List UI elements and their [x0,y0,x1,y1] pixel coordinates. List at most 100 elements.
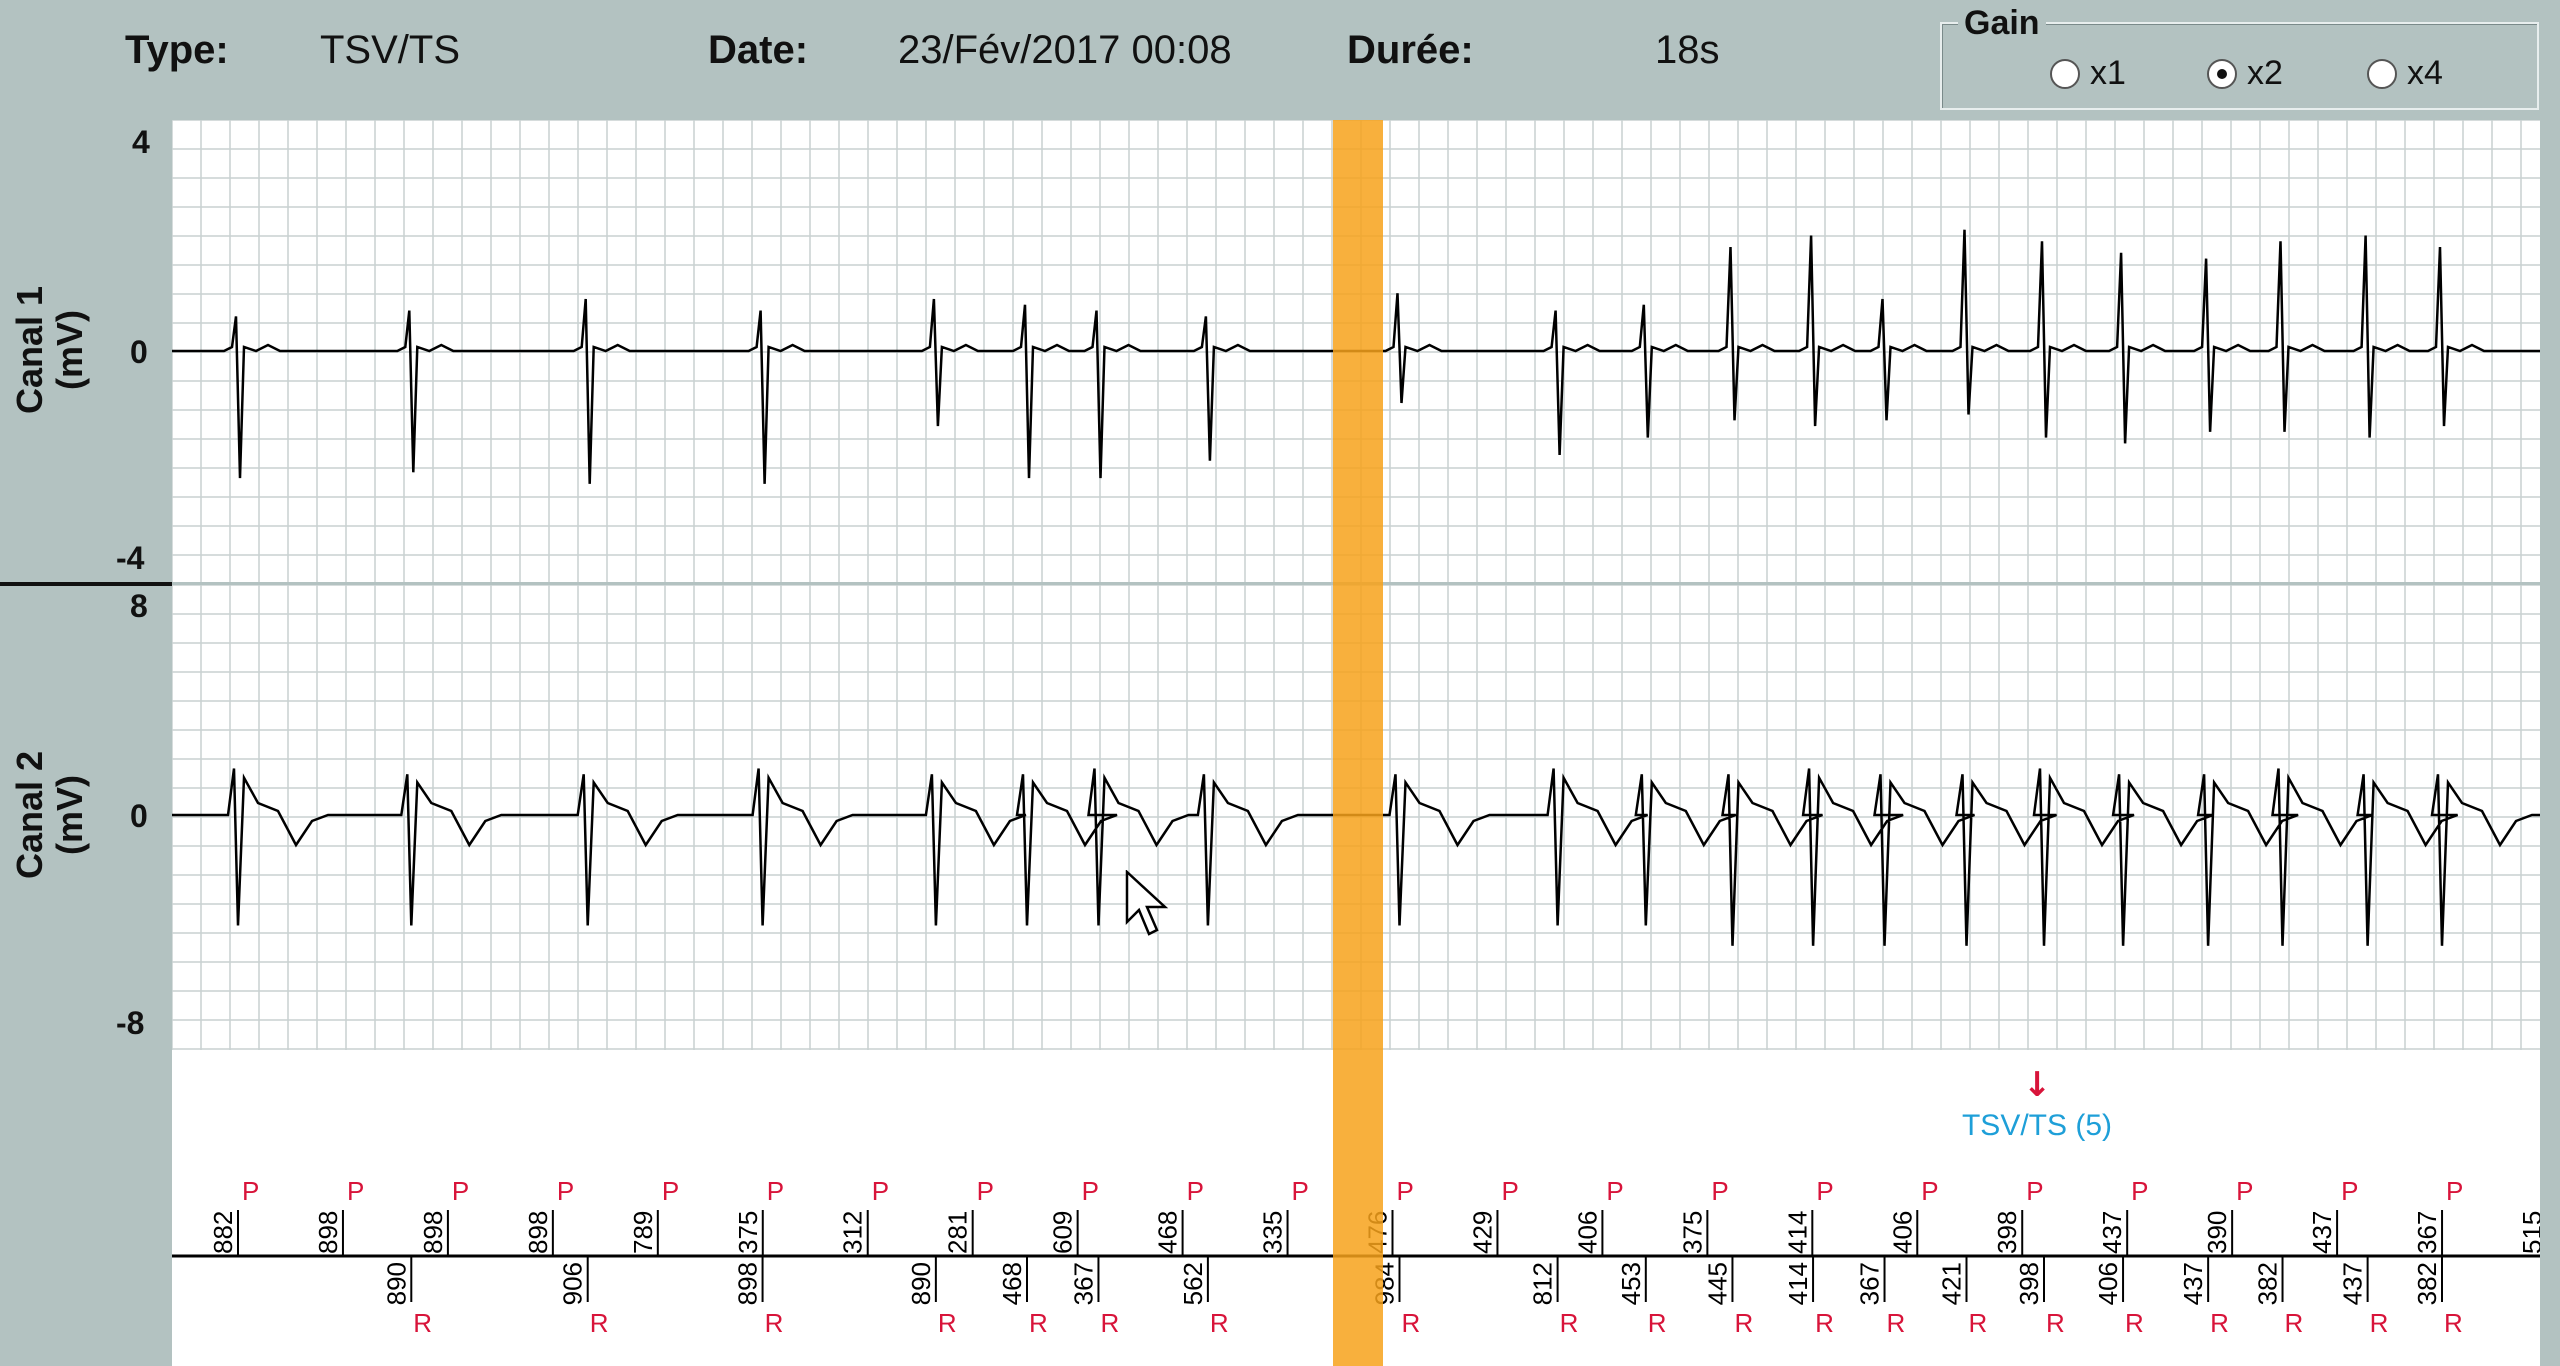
r-wave-label: R [1815,1308,1834,1338]
type-label: Type: [125,28,229,72]
r-wave-label: R [1969,1308,1988,1338]
radio-x1-circle[interactable] [2050,58,2080,89]
r-wave-label: R [1210,1308,1229,1338]
rr-interval-label: 367 [1068,1262,1098,1305]
canal1-name: Canal 1 [9,285,50,415]
duration-value: 18s [1655,28,1720,72]
pp-interval-label: 406 [1887,1211,1917,1254]
gain-title: Gain [1958,4,2046,43]
p-wave-label: P [1397,1176,1414,1206]
rr-interval-label: 445 [1702,1262,1732,1305]
pp-interval-label: 281 [943,1211,973,1254]
pp-interval-label: 468 [1153,1211,1183,1254]
canal2-name: Canal 2 [9,750,50,880]
radio-x2-circle[interactable] [2207,58,2237,89]
p-wave-label: P [662,1176,679,1206]
radio-x4-circle[interactable] [2367,58,2397,89]
r-wave-label: R [1029,1308,1048,1338]
p-wave-label: P [242,1176,259,1206]
r-wave-label: R [2210,1308,2229,1338]
r-wave-label: R [765,1308,784,1338]
selection-highlight[interactable] [1333,120,1383,1366]
pp-interval-label: 898 [313,1211,343,1254]
rr-interval-label: 437 [2338,1262,2368,1305]
gain-groupbox: Gain x1 x2 x4 [1940,4,2539,110]
event-label[interactable]: TSV/TS (5) [1962,1109,2112,1142]
pp-interval-label: 515 [2517,1211,2540,1254]
r-wave-label: R [590,1308,609,1338]
canal1-ytick-bottom: -4 [116,540,145,576]
p-wave-label: P [2341,1176,2358,1206]
gain-radio-x1[interactable]: x1 [2050,54,2126,93]
canal1-ytick-zero: 0 [130,334,148,370]
p-wave-label: P [1082,1176,1099,1206]
pp-interval-label: 882 [208,1211,238,1254]
p-wave-label: P [1606,1176,1623,1206]
p-wave-label: P [1711,1176,1728,1206]
rr-interval-label: 367 [1855,1262,1885,1305]
rr-interval-label: 406 [2093,1262,2123,1305]
rr-interval-label: 890 [381,1262,411,1305]
rr-interval-label: 453 [1616,1262,1646,1305]
canal2-ytick-bottom: -8 [116,1005,145,1041]
rr-interval-label: 906 [558,1262,588,1305]
rr-interval-label: 398 [2014,1262,2044,1305]
p-wave-label: P [557,1176,574,1206]
r-wave-label: R [2444,1308,2463,1338]
pp-interval-label: 375 [733,1211,763,1254]
p-wave-label: P [767,1176,784,1206]
rr-interval-label: 382 [2253,1262,2283,1305]
pp-interval-label: 429 [1467,1211,1497,1254]
p-wave-label: P [1501,1176,1518,1206]
r-wave-label: R [2125,1308,2144,1338]
interval-svg: ↓ TSV/TS (5) 882P898P898P898P789P375P312… [172,1065,2540,1338]
mouse-cursor-icon [1125,870,1169,936]
radio-x2-label: x2 [2247,54,2283,92]
canal1-trace [172,229,2540,484]
pp-interval-label: 398 [1992,1211,2022,1254]
p-wave-label: P [1292,1176,1309,1206]
p-wave-label: P [977,1176,994,1206]
rr-interval-label: 414 [1783,1262,1813,1305]
date-value: 23/Fév/2017 00:08 [898,28,1232,72]
gain-radio-x2[interactable]: x2 [2207,54,2283,93]
rr-interval-label: 562 [1178,1262,1208,1305]
duration-label: Durée: [1347,28,1474,72]
pp-interval-label: 390 [2202,1211,2232,1254]
pp-interval-label: 437 [2097,1211,2127,1254]
pp-interval-label: 335 [1258,1211,1288,1254]
r-wave-label: R [2370,1308,2389,1338]
rr-interval-label: 421 [1937,1262,1967,1305]
r-wave-label: R [413,1308,432,1338]
canal2-axis-label: Canal 2 (mV) [9,685,90,945]
p-wave-label: P [1816,1176,1833,1206]
pp-interval-label: 375 [1677,1211,1707,1254]
rr-interval-label: 812 [1528,1262,1558,1305]
r-wave-label: R [938,1308,957,1338]
gain-radio-x4[interactable]: x4 [2367,54,2443,93]
pp-interval-label: 414 [1782,1211,1812,1254]
p-wave-label: P [2026,1176,2043,1206]
pp-interval-label: 898 [523,1211,553,1254]
canal1-ytick-top: 4 [132,124,150,160]
channel-separator [0,582,172,586]
pp-interval-label: 437 [2307,1211,2337,1254]
type-value: TSV/TS [320,28,461,72]
pp-interval-label: 789 [628,1211,658,1254]
radio-x4-label: x4 [2407,54,2443,92]
rr-interval-label: 382 [2412,1262,2442,1305]
pp-interval-label: 367 [2412,1211,2442,1254]
p-wave-label: P [1187,1176,1204,1206]
pp-interval-label: 312 [838,1211,868,1254]
r-wave-label: R [1401,1308,1420,1338]
rr-interval-label: 890 [906,1262,936,1305]
canal2-ytick-zero: 0 [130,798,148,834]
r-wave-label: R [1648,1308,1667,1338]
canal1-unit: (mV) [49,310,90,390]
p-wave-label: P [1921,1176,1938,1206]
p-wave-label: P [2236,1176,2253,1206]
rr-interval-label: 468 [997,1262,1027,1305]
canal2-unit: (mV) [49,775,90,855]
r-wave-label: R [1560,1308,1579,1338]
r-wave-label: R [2046,1308,2065,1338]
